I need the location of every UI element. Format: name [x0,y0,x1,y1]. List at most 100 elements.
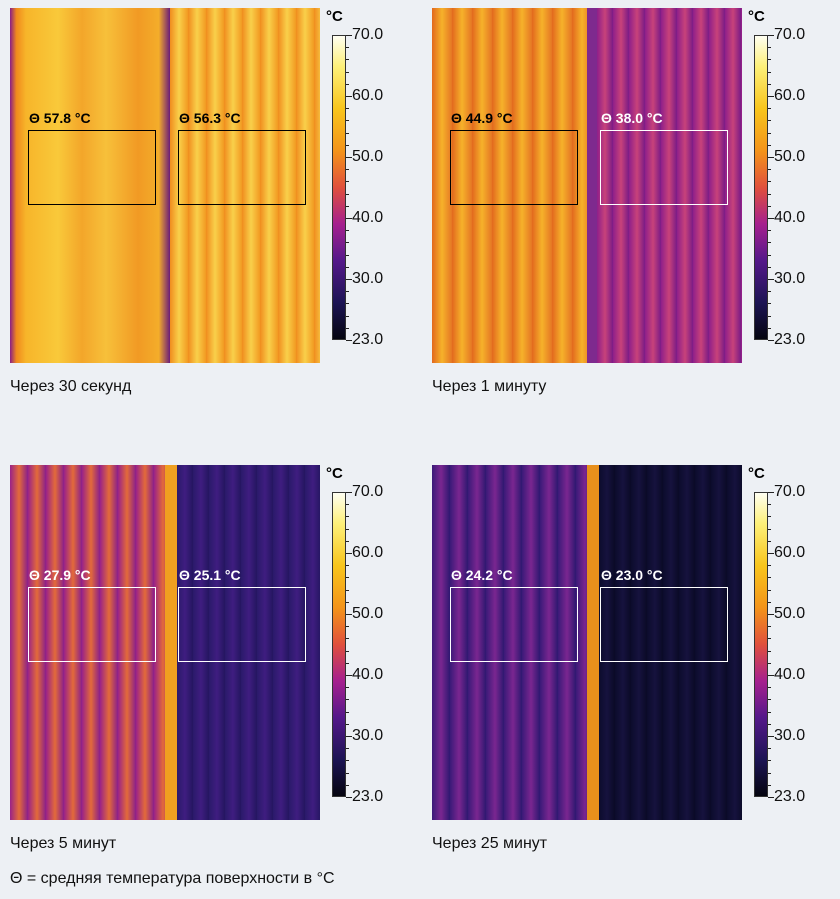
scale-tick [768,626,771,627]
scale-tick [768,773,771,774]
scale-tick [346,316,349,317]
scale-tick [346,565,349,566]
scale-tick [346,773,349,774]
scale-label: 40.0 [774,666,806,683]
scale-tick [768,602,771,603]
scale-label: 30.0 [774,270,806,287]
scale-tick [346,504,349,505]
caption: Через 1 минуту [432,378,547,395]
scale-label: 50.0 [774,605,806,622]
scale-tick [768,736,774,737]
scale-tick [768,785,771,786]
scale-tick [768,169,771,170]
scale-tick [768,255,771,256]
scale-tick [768,638,771,639]
scale-tick [346,96,352,97]
scale-tick [768,724,771,725]
scale-tick [768,316,771,317]
scale-tick [346,108,349,109]
scale-tick [768,291,771,292]
scale-label: 60.0 [352,544,384,561]
color-scale [754,35,768,340]
scale-tick [346,663,349,664]
scale-label: 50.0 [774,148,806,165]
scale-tick [768,663,771,664]
measure-label: Θ 24.2 °C [451,567,513,583]
thermal-image [432,8,742,363]
scale-tick [346,492,352,493]
scale-tick [768,340,774,341]
scale-tick [346,687,349,688]
measure-box [600,587,728,662]
scale-tick [346,626,349,627]
scale-tick [768,230,771,231]
scale-label: 70.0 [352,26,384,43]
scale-label: 40.0 [352,209,384,226]
scale-tick [768,687,771,688]
measure-label: Θ 56.3 °C [179,110,241,126]
scale-tick [346,328,349,329]
scale-tick [768,492,774,493]
scale-tick [768,565,771,566]
caption: Через 5 минут [10,835,117,852]
scale-unit: °C [748,8,765,25]
measure-label: Θ 38.0 °C [601,110,663,126]
scale-tick [768,614,774,615]
scale-tick [346,255,349,256]
scale-tick [768,242,771,243]
scale-tick [768,651,771,652]
color-scale [332,35,346,340]
scale-tick [768,590,771,591]
measure-label: Θ 23.0 °C [601,567,663,583]
scale-tick [768,303,771,304]
scale-unit: °C [326,465,343,482]
thermal-image [10,8,320,363]
scale-tick [346,638,349,639]
scale-tick [768,699,771,700]
scale-tick [346,181,349,182]
scale-tick [346,541,349,542]
scale-tick [768,541,771,542]
scale-tick [346,47,349,48]
scale-tick [346,145,349,146]
measure-box [450,587,578,662]
scale-tick [768,529,771,530]
scale-tick [346,602,349,603]
scale-tick [346,218,352,219]
scale-tick [346,577,349,578]
scale-label: 23.0 [352,331,384,348]
scale-tick [768,59,771,60]
measure-box [28,587,156,662]
scale-unit: °C [326,8,343,25]
scale-label: 23.0 [774,331,806,348]
scale-label: 40.0 [352,666,384,683]
scale-tick [768,133,771,134]
scale-tick [346,553,352,554]
scale-tick [346,529,349,530]
scale-tick [768,181,771,182]
scale-tick [768,675,774,676]
scale-tick [768,577,771,578]
scale-tick [346,516,349,517]
scale-tick [768,504,771,505]
scale-tick [768,748,771,749]
thermal-image [10,465,320,820]
measure-label: Θ 44.9 °C [451,110,513,126]
scale-tick [768,279,774,280]
scale-tick [768,84,771,85]
scale-tick [768,553,774,554]
scale-tick [768,120,771,121]
measure-box [178,130,306,205]
scale-tick [346,797,352,798]
measure-box [28,130,156,205]
caption: Через 30 секунд [10,378,132,395]
color-scale [754,492,768,797]
scale-label: 30.0 [774,727,806,744]
scale-tick [768,157,774,158]
footnote: Θ = средняя температура поверхности в °C [10,870,335,887]
scale-label: 60.0 [352,87,384,104]
scale-label: 60.0 [774,544,806,561]
scale-label: 50.0 [352,148,384,165]
measure-label: Θ 27.9 °C [29,567,91,583]
